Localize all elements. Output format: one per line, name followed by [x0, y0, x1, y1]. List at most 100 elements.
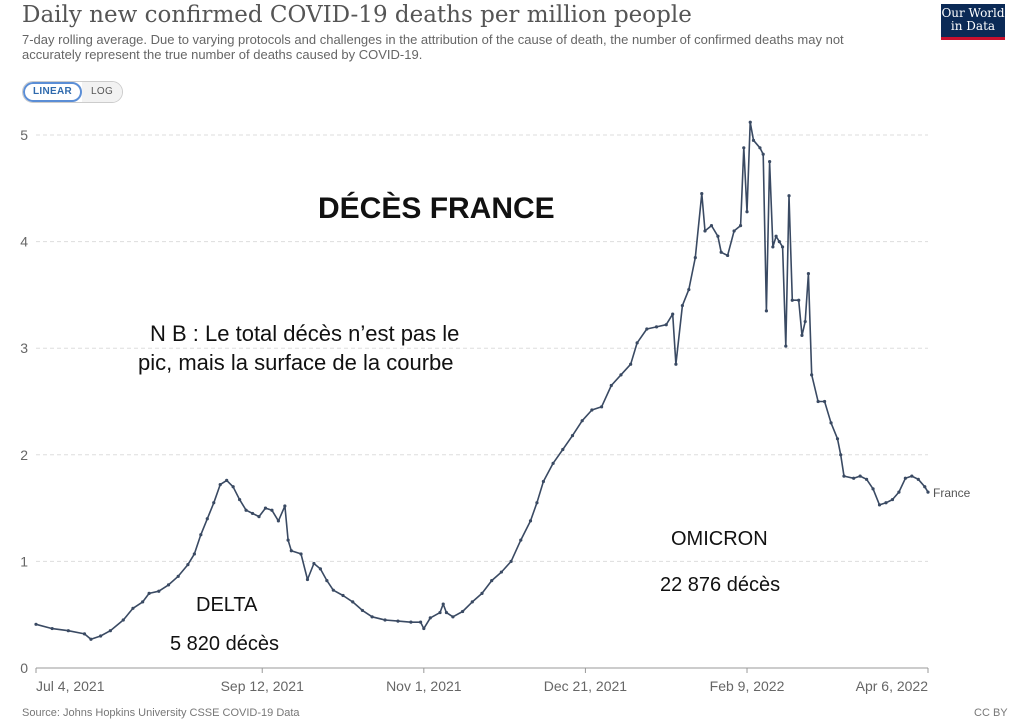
data-point[interactable]: [121, 618, 125, 622]
data-point[interactable]: [225, 478, 229, 482]
data-point[interactable]: [231, 485, 235, 489]
data-point[interactable]: [890, 497, 895, 502]
data-point[interactable]: [441, 602, 445, 606]
data-point[interactable]: [780, 245, 785, 249]
data-point[interactable]: [829, 421, 833, 425]
log-scale-button[interactable]: LOG: [82, 82, 123, 102]
data-point[interactable]: [551, 461, 555, 465]
data-point[interactable]: [470, 600, 474, 604]
data-point[interactable]: [839, 453, 843, 457]
data-point[interactable]: [748, 120, 752, 124]
data-point[interactable]: [742, 146, 746, 150]
data-point[interactable]: [835, 437, 840, 441]
data-point[interactable]: [192, 552, 196, 556]
data-point[interactable]: [758, 146, 762, 150]
data-point[interactable]: [289, 549, 293, 553]
data-point[interactable]: [599, 405, 604, 409]
data-point[interactable]: [318, 567, 323, 571]
data-point[interactable]: [270, 508, 274, 512]
data-point[interactable]: [438, 610, 442, 615]
data-point[interactable]: [916, 477, 920, 481]
data-point[interactable]: [331, 588, 335, 592]
data-point[interactable]: [428, 616, 432, 620]
data-point[interactable]: [50, 626, 54, 631]
data-point[interactable]: [528, 519, 533, 523]
data-point[interactable]: [822, 399, 827, 404]
data-point[interactable]: [784, 344, 788, 348]
data-point[interactable]: [903, 476, 907, 480]
data-point[interactable]: [341, 593, 345, 598]
data-point[interactable]: [166, 583, 171, 587]
data-point[interactable]: [509, 559, 513, 564]
data-point[interactable]: [884, 501, 888, 505]
data-point[interactable]: [897, 490, 901, 494]
data-point[interactable]: [790, 298, 794, 302]
data-point[interactable]: [99, 634, 103, 638]
data-point[interactable]: [768, 160, 772, 164]
data-point[interactable]: [157, 589, 161, 593]
data-point[interactable]: [108, 629, 112, 633]
data-point[interactable]: [877, 503, 882, 507]
data-point[interactable]: [732, 229, 736, 233]
data-point[interactable]: [693, 255, 697, 260]
data-point[interactable]: [541, 479, 546, 484]
data-point[interactable]: [147, 591, 151, 595]
data-point[interactable]: [871, 487, 875, 491]
data-point[interactable]: [360, 608, 365, 613]
data-point[interactable]: [810, 373, 814, 377]
data-point[interactable]: [305, 577, 310, 582]
data-point[interactable]: [664, 323, 668, 327]
data-point[interactable]: [716, 234, 720, 238]
data-point[interactable]: [787, 194, 791, 198]
data-point[interactable]: [726, 253, 730, 258]
data-point[interactable]: [858, 474, 862, 478]
data-point[interactable]: [199, 533, 203, 537]
data-point[interactable]: [703, 229, 707, 233]
data-point[interactable]: [89, 637, 93, 641]
data-point[interactable]: [761, 152, 765, 156]
data-point[interactable]: [490, 578, 494, 583]
data-point[interactable]: [244, 508, 248, 512]
data-point[interactable]: [499, 570, 503, 574]
data-point[interactable]: [451, 615, 455, 619]
data-point[interactable]: [238, 497, 242, 502]
data-point[interactable]: [771, 245, 775, 249]
data-point[interactable]: [803, 319, 807, 324]
data-point[interactable]: [561, 447, 565, 452]
data-point[interactable]: [218, 483, 222, 487]
data-point[interactable]: [645, 327, 649, 331]
linear-scale-button[interactable]: LINEAR: [23, 82, 83, 102]
data-point[interactable]: [257, 515, 261, 519]
data-point[interactable]: [700, 192, 704, 196]
data-point[interactable]: [800, 333, 804, 338]
data-point[interactable]: [535, 501, 539, 505]
data-point[interactable]: [842, 474, 846, 478]
data-point[interactable]: [299, 552, 303, 556]
data-point[interactable]: [774, 234, 778, 238]
data-point[interactable]: [325, 578, 329, 583]
data-point[interactable]: [777, 240, 781, 244]
data-point[interactable]: [570, 434, 575, 438]
data-point[interactable]: [629, 362, 633, 366]
license-label[interactable]: CC BY: [974, 707, 1008, 719]
data-point[interactable]: [250, 511, 255, 516]
data-point[interactable]: [709, 224, 714, 228]
data-point[interactable]: [910, 474, 914, 478]
data-point[interactable]: [864, 477, 869, 481]
data-point[interactable]: [205, 517, 209, 521]
data-point[interactable]: [816, 399, 820, 404]
data-point[interactable]: [276, 519, 280, 523]
data-point[interactable]: [480, 591, 484, 595]
data-point[interactable]: [751, 138, 756, 142]
data-point[interactable]: [764, 309, 769, 313]
data-point[interactable]: [671, 312, 675, 316]
data-point[interactable]: [719, 250, 723, 254]
data-point[interactable]: [745, 210, 749, 214]
data-point[interactable]: [519, 538, 523, 542]
data-point[interactable]: [66, 629, 70, 633]
data-point[interactable]: [635, 341, 639, 345]
data-point[interactable]: [422, 626, 426, 631]
data-point[interactable]: [461, 609, 465, 614]
data-point[interactable]: [444, 610, 449, 615]
our-world-in-data-logo[interactable]: Our World in Data: [941, 4, 1005, 40]
